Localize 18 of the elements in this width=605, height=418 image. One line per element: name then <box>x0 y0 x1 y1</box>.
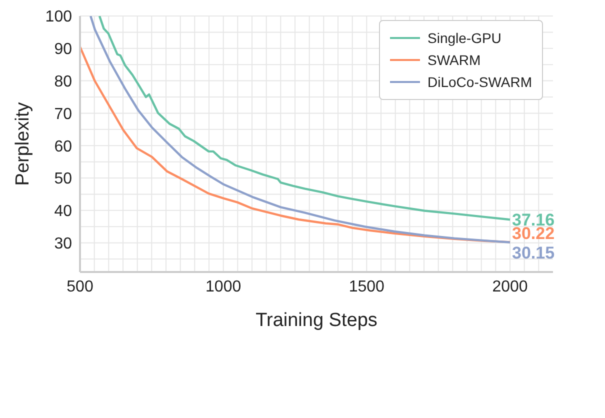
y-tick-label: 90 <box>54 41 72 58</box>
legend-label: DiLoCo-SWARM <box>428 74 532 90</box>
x-tick-label: 2000 <box>492 278 528 296</box>
y-tick-label: 30 <box>54 236 72 253</box>
y-tick-label: 40 <box>54 203 72 220</box>
legend-label: Single-GPU <box>428 30 502 46</box>
y-tick-label: 50 <box>54 170 72 188</box>
x-tick-label: 1000 <box>206 278 242 296</box>
x-tick-label: 500 <box>66 278 94 296</box>
legend-label: SWARM <box>428 52 481 68</box>
x-tick-label: 1500 <box>348 278 385 296</box>
data-label: 30.15 <box>512 243 555 262</box>
x-axis-title: Training Steps <box>256 310 378 331</box>
y-tick-label: 70 <box>54 106 72 123</box>
y-axis-title: Perplexity <box>12 102 34 186</box>
y-tick-label: 60 <box>54 138 72 156</box>
y-tick-label: 80 <box>54 73 72 90</box>
y-tick-label: 100 <box>45 8 72 26</box>
